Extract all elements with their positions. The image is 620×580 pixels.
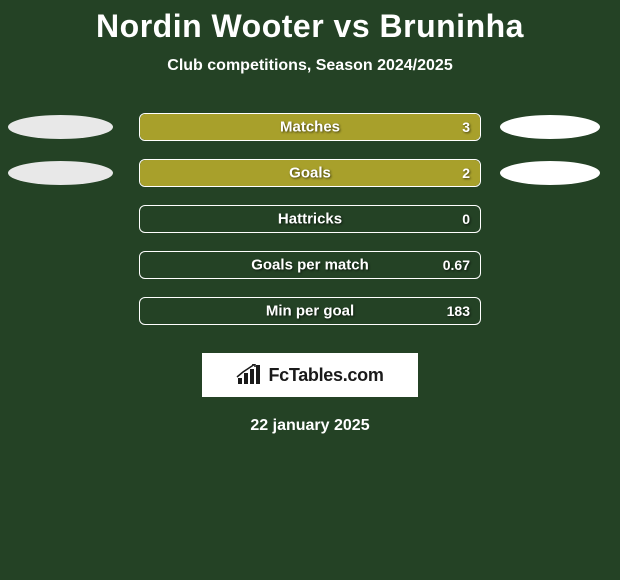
stat-row: Goals 2 xyxy=(0,159,620,187)
stat-row: Goals per match 0.67 xyxy=(0,251,620,279)
right-player-marker xyxy=(500,161,600,185)
stat-value: 3 xyxy=(462,119,470,135)
stat-value: 0.67 xyxy=(443,257,470,273)
right-player-marker xyxy=(500,115,600,139)
stat-row: Min per goal 183 xyxy=(0,297,620,325)
stat-bar: Hattricks 0 xyxy=(139,205,481,233)
left-player-marker xyxy=(8,161,113,185)
stat-rows: Matches 3 Goals 2 Hattricks 0 Goals per match 0… xyxy=(0,113,620,325)
stats-comparison-card: Nordin Wooter vs Bruninha Club competiti… xyxy=(0,0,620,435)
stat-value: 183 xyxy=(447,303,470,319)
stat-value: 2 xyxy=(462,165,470,181)
stat-bar: Goals 2 xyxy=(139,159,481,187)
bar-chart-icon xyxy=(236,364,262,386)
left-player-marker xyxy=(8,115,113,139)
stat-row: Matches 3 xyxy=(0,113,620,141)
stat-bar: Goals per match 0.67 xyxy=(139,251,481,279)
stat-row: Hattricks 0 xyxy=(0,205,620,233)
logo-box[interactable]: FcTables.com xyxy=(202,353,418,397)
stat-value: 0 xyxy=(462,211,470,227)
stat-label: Goals xyxy=(289,165,331,182)
stat-bar: Min per goal 183 xyxy=(139,297,481,325)
snapshot-date: 22 january 2025 xyxy=(0,417,620,435)
stat-label: Goals per match xyxy=(251,257,369,274)
subtitle: Club competitions, Season 2024/2025 xyxy=(0,57,620,75)
stat-label: Min per goal xyxy=(266,303,354,320)
stat-label: Hattricks xyxy=(278,211,342,228)
logo-text: FcTables.com xyxy=(268,365,383,386)
stat-bar: Matches 3 xyxy=(139,113,481,141)
stat-label: Matches xyxy=(280,119,340,136)
page-title: Nordin Wooter vs Bruninha xyxy=(0,8,620,45)
